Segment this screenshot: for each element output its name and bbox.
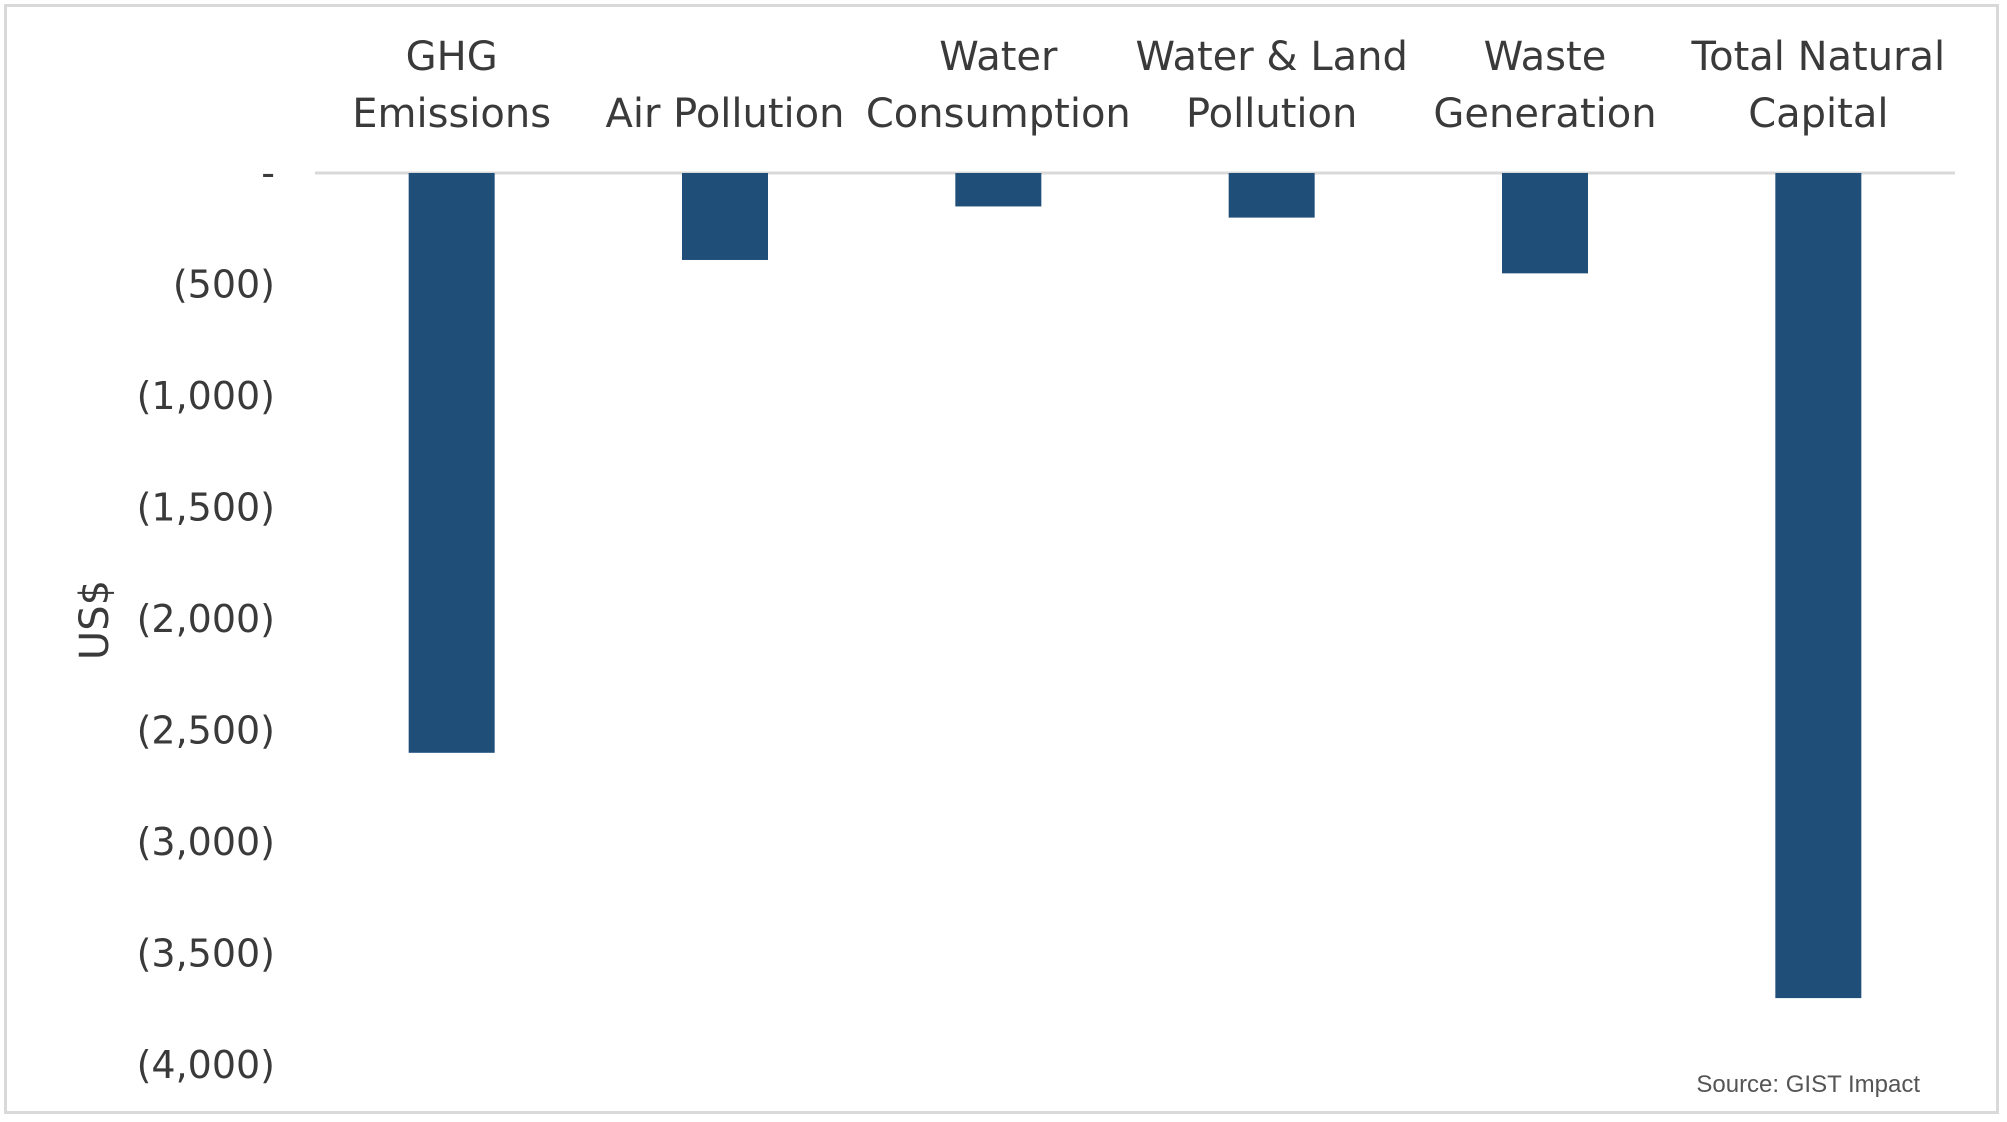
category-label-line: Water & Land [1135,34,1407,80]
y-tick-label: (1,000) [137,374,275,418]
y-axis-ticks: - (500) (1,000) (1,500) (2,000) (2,500) (3,000… [137,151,275,1087]
bar [1775,173,1862,999]
bars [408,173,1862,999]
bar [682,173,768,260]
category-label-line: Air Pollution [605,91,844,137]
y-tick-label: (1,500) [137,486,275,530]
category-label-line: Pollution [1186,91,1357,137]
category-label-line: Water [939,34,1058,80]
bar [408,173,495,753]
y-tick-label: (2,500) [137,709,275,753]
category-label: Air Pollution [605,91,844,137]
y-tick-label: - [261,151,275,195]
category-labels: GHG Emissions Air Pollution Water Consumptio… [352,34,1945,137]
source-note: Source: GIST Impact [1696,1071,1920,1098]
y-tick-label: (500) [173,263,275,307]
y-tick-label: (4,000) [137,1043,275,1087]
category-label-line: Emissions [352,91,551,137]
category-label-line: Generation [1433,91,1656,137]
category-label-line: Total Natural [1690,34,1945,80]
bar [1228,173,1315,218]
category-label-line: Capital [1748,91,1888,137]
y-tick-label: (2,000) [137,597,275,641]
y-axis-label: US$ [72,580,118,660]
category-label: Water Consumption [866,34,1131,137]
category-label: Water & Land Pollution [1135,34,1407,137]
category-label: GHG Emissions [352,34,551,137]
category-label-line: GHG [406,34,498,80]
category-label-line: Waste [1484,34,1607,80]
category-label-line: Consumption [866,91,1131,137]
bar [1502,173,1588,274]
category-label: Total Natural Capital [1690,34,1945,137]
y-tick-label: (3,000) [137,820,275,864]
bar [955,173,1042,207]
category-label: Waste Generation [1433,34,1656,137]
y-tick-label: (3,500) [137,932,275,976]
